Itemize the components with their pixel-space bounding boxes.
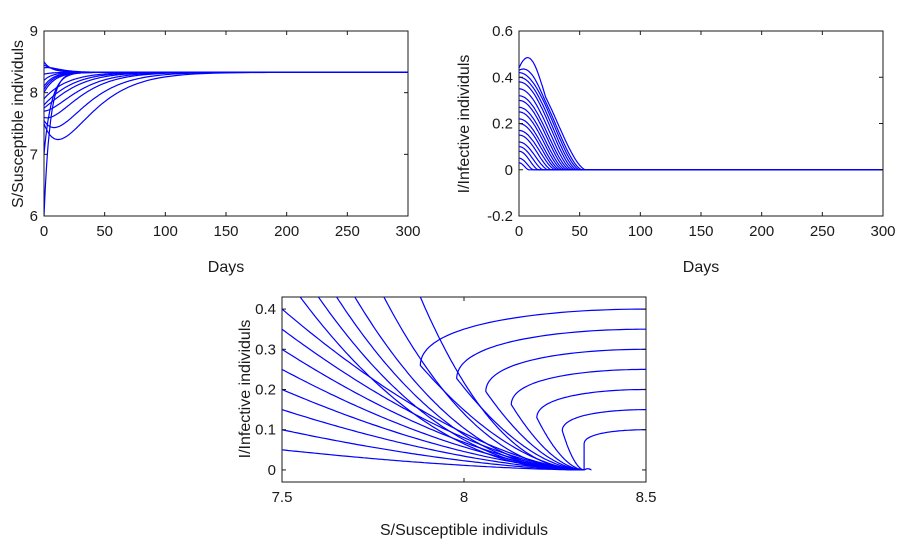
x-tick-label: 50 <box>96 223 113 240</box>
trajectory <box>419 297 583 471</box>
x-tick-label: 7.5 <box>272 489 293 506</box>
ticks-group: 0 50 100 150 200 250 300-0.200.20.40.6 <box>487 23 895 240</box>
trajectory <box>456 328 646 471</box>
trajectory <box>536 388 646 471</box>
curves-group <box>519 56 883 171</box>
trajectory <box>561 409 646 471</box>
y-axis-label: S/Susceptible individuls <box>10 40 27 208</box>
plot-frame <box>43 30 409 217</box>
y-tick-label: 9 <box>30 23 38 40</box>
trajectory <box>282 449 582 471</box>
infective-time-panel: 0 50 100 150 200 250 300-0.200.20.40.6 Days I/… <box>456 23 896 276</box>
x-tick-label: 250 <box>335 223 360 240</box>
curves-group <box>282 297 646 471</box>
y-tick-label: 0.4 <box>255 301 276 318</box>
plot-frame <box>518 30 884 217</box>
y-tick-label: 0.1 <box>255 422 276 439</box>
x-tick-label: 0 <box>515 223 523 240</box>
y-tick-label: 8 <box>30 85 38 102</box>
x-tick-label: 300 <box>870 223 895 240</box>
trajectory <box>383 297 583 471</box>
trajectory <box>583 429 646 470</box>
x-tick-label: 8 <box>460 489 468 506</box>
ticks-group: 0 50 100 150 200 250 300 6 7 8 9 <box>30 23 421 240</box>
x-tick-label: 200 <box>274 223 299 240</box>
y-tick-label: 0.3 <box>255 341 276 358</box>
y-tick-label: 0.4 <box>492 69 513 86</box>
x-tick-label: 8.5 <box>636 489 657 506</box>
trajectory <box>336 297 582 471</box>
x-tick-label: 50 <box>571 223 588 240</box>
y-tick-label: 0.6 <box>492 23 513 40</box>
curves-group <box>44 61 408 216</box>
x-axis-label: S/Susceptible individuls <box>380 522 548 539</box>
x-tick-label: 150 <box>688 223 713 240</box>
trajectory <box>510 368 646 471</box>
y-tick-label: -0.2 <box>487 208 513 225</box>
y-tick-label: 0 <box>268 462 276 479</box>
x-tick-label: 100 <box>153 223 178 240</box>
plot-frame <box>281 296 647 483</box>
y-tick-label: 0.2 <box>255 382 276 399</box>
y-tick-label: 0.2 <box>492 116 513 133</box>
x-tick-label: 200 <box>749 223 774 240</box>
trajectory <box>485 348 646 471</box>
y-axis-label: I/Infective individuls <box>456 55 473 194</box>
x-tick-label: 150 <box>213 223 238 240</box>
y-axis-label: I/Infective individuls <box>237 320 254 459</box>
series-line <box>44 61 408 73</box>
trajectory <box>419 308 646 471</box>
y-tick-label: 6 <box>30 208 38 225</box>
series-line <box>44 71 408 141</box>
x-axis-label: Days <box>683 259 719 276</box>
x-axis-label: Days <box>208 259 244 276</box>
trajectory <box>583 468 592 471</box>
susceptible-time-panel: 0 50 100 150 200 250 300 6 7 8 9 Days S/Susceptibl… <box>10 23 421 276</box>
ticks-group: 7.5 8 8.5 0 0.1 0.2 0.3 0.4 <box>255 297 656 506</box>
x-tick-label: 100 <box>628 223 653 240</box>
x-tick-label: 0 <box>40 223 48 240</box>
y-tick-label: 0 <box>505 162 513 179</box>
trajectory <box>354 297 582 471</box>
phase-plane-panel: 7.5 8 8.5 0 0.1 0.2 0.3 0.4 S/Susceptible indiv… <box>237 296 656 539</box>
x-tick-label: 250 <box>810 223 835 240</box>
series-line <box>519 162 883 171</box>
trajectory <box>282 429 582 471</box>
x-tick-label: 300 <box>395 223 420 240</box>
y-tick-label: 7 <box>30 146 38 163</box>
